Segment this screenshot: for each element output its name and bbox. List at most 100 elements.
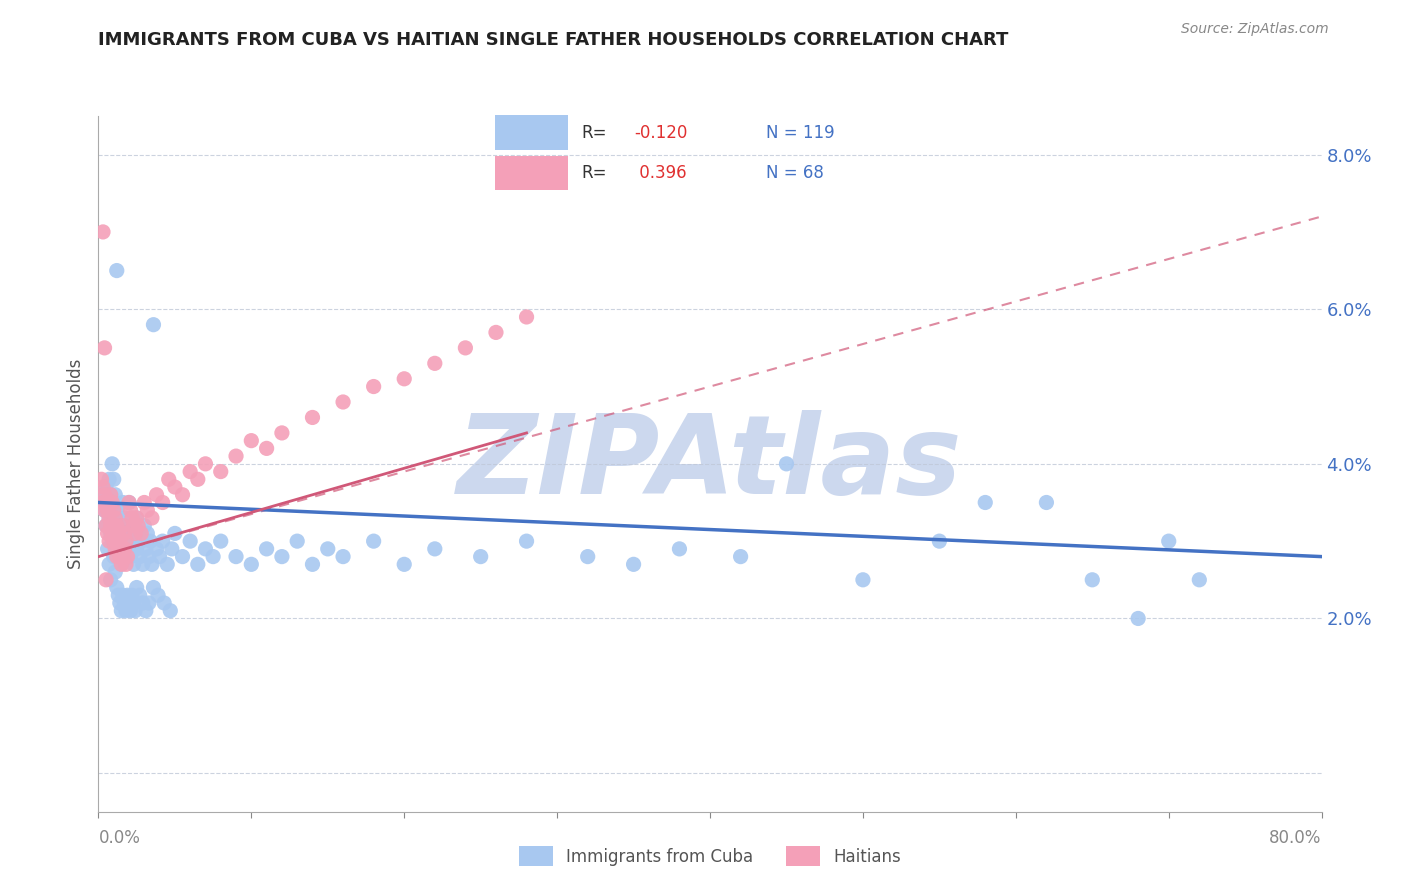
Point <box>108 596 131 610</box>
Point <box>240 558 263 572</box>
Point <box>118 495 141 509</box>
Point <box>104 534 127 549</box>
Text: R=: R= <box>581 164 606 182</box>
Point <box>363 379 385 393</box>
Point <box>202 549 225 564</box>
Point <box>110 558 132 572</box>
Point <box>118 596 141 610</box>
Point <box>316 541 339 556</box>
Point <box>120 511 142 525</box>
Point <box>124 534 146 549</box>
Point <box>100 526 122 541</box>
Point <box>187 472 209 486</box>
Point <box>121 588 143 602</box>
Point <box>94 495 117 509</box>
Point <box>94 518 117 533</box>
Point <box>115 549 138 564</box>
Point <box>623 558 645 572</box>
Point <box>132 558 155 572</box>
Point <box>118 526 141 541</box>
Point <box>121 518 143 533</box>
Point <box>93 503 115 517</box>
Point <box>105 263 128 277</box>
Point <box>136 503 159 517</box>
Point <box>285 534 308 549</box>
Point <box>730 549 752 564</box>
Point <box>103 518 125 533</box>
Point <box>112 511 135 525</box>
Point <box>104 541 127 556</box>
Point <box>129 534 152 549</box>
Point <box>108 541 131 556</box>
Text: R=: R= <box>581 123 606 142</box>
Point <box>974 495 997 509</box>
Point <box>125 511 148 525</box>
Point <box>301 410 323 425</box>
Point <box>93 341 115 355</box>
Point <box>105 581 128 595</box>
Point <box>115 558 138 572</box>
Point <box>91 495 114 509</box>
Point <box>160 541 183 556</box>
Point <box>149 549 172 564</box>
Point <box>127 518 149 533</box>
Point <box>194 541 217 556</box>
Point <box>100 518 122 533</box>
Point <box>117 534 139 549</box>
Point <box>100 573 122 587</box>
Point <box>97 526 120 541</box>
Point <box>121 511 143 525</box>
Point <box>187 558 209 572</box>
Point <box>105 518 128 533</box>
Point <box>112 526 135 541</box>
Point <box>423 541 446 556</box>
Text: ZIPAtlas: ZIPAtlas <box>457 410 963 517</box>
Point <box>108 549 131 564</box>
Point <box>122 518 145 533</box>
Point <box>111 495 134 509</box>
Point <box>101 457 124 471</box>
Point <box>93 495 115 509</box>
Text: N = 119: N = 119 <box>766 123 835 142</box>
Point <box>125 541 148 556</box>
Point <box>332 549 354 564</box>
Point <box>111 534 134 549</box>
Point <box>1157 534 1180 549</box>
Point <box>470 549 492 564</box>
Point <box>163 526 186 541</box>
Point <box>392 372 416 386</box>
Point <box>136 526 159 541</box>
Point <box>122 558 145 572</box>
Point <box>110 604 132 618</box>
Point <box>103 534 125 549</box>
Point <box>107 541 129 556</box>
Text: IMMIGRANTS FROM CUBA VS HAITIAN SINGLE FATHER HOUSEHOLDS CORRELATION CHART: IMMIGRANTS FROM CUBA VS HAITIAN SINGLE F… <box>98 31 1008 49</box>
Bar <box>495 156 568 190</box>
Point <box>112 596 135 610</box>
Point <box>142 581 165 595</box>
Point <box>270 549 292 564</box>
Point <box>107 511 129 525</box>
Point <box>98 472 121 486</box>
Point <box>1128 611 1150 625</box>
Point <box>225 449 247 463</box>
Point <box>240 434 263 448</box>
Point <box>112 541 135 556</box>
Text: 80.0%: 80.0% <box>1270 829 1322 847</box>
Point <box>128 588 150 602</box>
Point <box>172 549 194 564</box>
Point <box>100 488 122 502</box>
Point <box>135 604 157 618</box>
Point <box>122 596 145 610</box>
Point <box>159 604 181 618</box>
Text: Source: ZipAtlas.com: Source: ZipAtlas.com <box>1181 22 1329 37</box>
Y-axis label: Single Father Households: Single Father Households <box>66 359 84 569</box>
Point <box>142 318 165 332</box>
Point <box>112 541 135 556</box>
Point <box>100 488 122 502</box>
Text: 0.0%: 0.0% <box>98 829 141 847</box>
Point <box>117 588 139 602</box>
Point <box>332 395 354 409</box>
Point <box>97 503 120 517</box>
Point <box>94 480 117 494</box>
